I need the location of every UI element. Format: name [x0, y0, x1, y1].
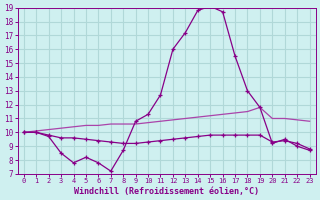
X-axis label: Windchill (Refroidissement éolien,°C): Windchill (Refroidissement éolien,°C) [74, 187, 259, 196]
